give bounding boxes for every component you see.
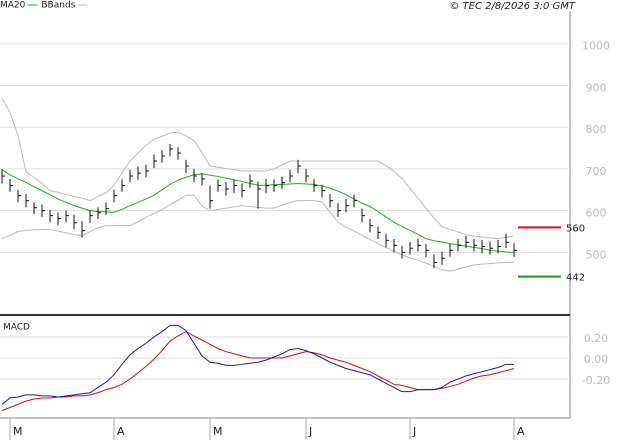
x-tick-label: J [412, 425, 416, 438]
y-tick-label: 0.20 [584, 332, 609, 345]
y-tick-label: 600 [586, 207, 607, 220]
macd-line [1, 324, 514, 405]
credit: © TEC 2/8/2026 3:0 GMT [449, 1, 576, 12]
x-tick-label: A [517, 425, 525, 438]
level-label: 560 [566, 223, 585, 234]
x-tick-label: J [308, 425, 312, 438]
y-tick-label: 1000 [582, 40, 610, 53]
legend-label: BBands [41, 1, 75, 11]
x-tick-label: M [13, 425, 23, 438]
y-tick-label: 900 [586, 81, 607, 94]
bband-upper [1, 97, 515, 240]
level-label: 442 [566, 273, 585, 284]
panel-title: MACD [3, 323, 30, 333]
y-tick-label: 500 [586, 248, 607, 261]
x-tick-label: M [213, 425, 223, 438]
x-tick-label: A [117, 425, 125, 438]
y-tick-label: 700 [586, 165, 607, 178]
y-tick-label: 0.00 [584, 353, 609, 366]
legend-label: MA20 [0, 1, 26, 11]
y-tick-label: -0.20 [582, 374, 610, 387]
y-tick-label: 800 [586, 123, 607, 136]
